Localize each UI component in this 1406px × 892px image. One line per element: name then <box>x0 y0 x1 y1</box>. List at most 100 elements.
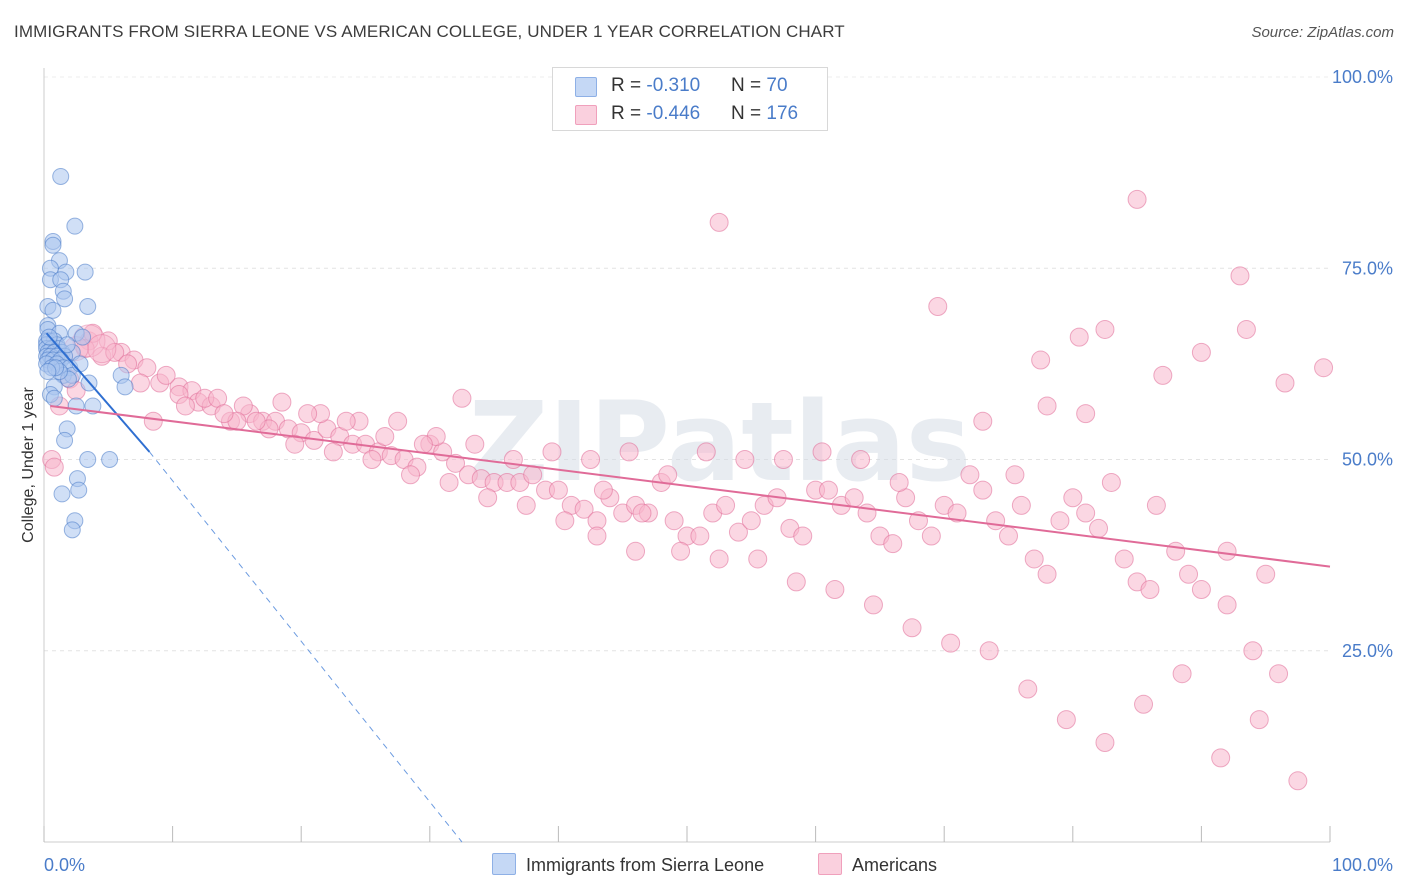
point-americans-102 <box>619 442 639 462</box>
trend-line-sierra-leone <box>45 332 151 453</box>
point-americans-104 <box>696 442 716 462</box>
point-americans-136 <box>1095 319 1115 339</box>
point-americans-61 <box>844 488 864 508</box>
point-americans-114 <box>709 549 729 569</box>
bottom-legend-label-sierra-leone: Immigrants from Sierra Leone <box>526 855 765 875</box>
point-americans-100 <box>542 442 562 462</box>
point-americans-132 <box>1230 266 1250 286</box>
legend-n-sierra-leone: N = 70 <box>731 75 788 96</box>
point-americans-67 <box>921 526 941 546</box>
point-sierra-leone-3 <box>44 236 62 254</box>
point-americans-80 <box>1089 518 1109 538</box>
point-sierra-leone-55 <box>56 431 74 449</box>
x-tick-label-left: 0.0% <box>44 855 85 875</box>
bottom-legend-swatch-americans <box>818 853 842 875</box>
point-americans-146 <box>1101 472 1121 492</box>
point-americans-129 <box>1288 771 1308 791</box>
point-sierra-leone-59 <box>70 481 88 499</box>
series-americans-points <box>42 189 1334 791</box>
point-americans-143 <box>1076 404 1096 424</box>
point-americans-84 <box>1166 541 1186 561</box>
point-sierra-leone-68 <box>58 336 76 354</box>
legend-swatch-americans <box>575 105 597 125</box>
point-americans-120 <box>941 633 961 653</box>
point-sierra-leone-1 <box>66 217 84 235</box>
point-americans-172 <box>362 450 382 469</box>
trend-lines <box>45 332 1331 843</box>
point-americans-135 <box>1069 327 1089 347</box>
point-americans-103 <box>658 465 678 485</box>
point-americans-107 <box>812 442 832 462</box>
point-americans-159 <box>336 411 356 431</box>
bottom-legend-swatch-sierra-leone <box>492 853 516 875</box>
point-americans-101 <box>581 450 601 469</box>
point-americans-141 <box>1314 358 1334 378</box>
y-tick-label-3: 25.0% <box>1342 641 1393 661</box>
legend-r-americans: R = -0.446 <box>611 103 701 124</box>
point-americans-69 <box>947 503 967 523</box>
point-americans-87 <box>1217 595 1237 615</box>
point-americans-96 <box>388 411 408 431</box>
point-americans-173 <box>401 465 421 485</box>
point-sierra-leone-51 <box>45 389 63 407</box>
point-americans-38 <box>548 480 568 500</box>
point-americans-105 <box>735 450 755 469</box>
point-americans-178 <box>587 526 607 546</box>
point-americans-51 <box>716 495 736 515</box>
point-americans-170 <box>285 434 305 454</box>
point-sierra-leone-48 <box>116 378 134 396</box>
point-americans-161 <box>413 434 433 454</box>
point-americans-148 <box>1217 541 1237 561</box>
bottom-legend-sierra-leone: Immigrants from Sierra Leone <box>492 853 764 876</box>
point-americans-115 <box>748 549 768 569</box>
point-americans-109 <box>889 472 909 492</box>
point-americans-89 <box>1269 664 1289 684</box>
x-tick-label-right: 100.0% <box>1332 855 1393 875</box>
point-sierra-leone-19 <box>74 328 92 346</box>
grid-lines <box>44 76 1330 652</box>
trend-line-sierra-leone-extension <box>149 451 463 843</box>
point-americans-153 <box>156 365 176 385</box>
point-sierra-leone-57 <box>101 451 119 468</box>
point-sierra-leone-7 <box>76 263 94 281</box>
point-americans-158 <box>298 404 318 424</box>
point-americans-138 <box>1191 342 1211 362</box>
point-americans-70 <box>960 465 980 485</box>
y-axis-label: College, Under 1 year <box>20 387 37 543</box>
point-americans-53 <box>741 511 761 531</box>
point-americans-177 <box>555 511 575 531</box>
point-americans-30 <box>446 453 466 473</box>
point-americans-57 <box>793 526 813 546</box>
legend: R = -0.310 N = 70 R = -0.446 N = 176 <box>552 67 828 131</box>
point-americans-36 <box>523 465 543 485</box>
point-americans-117 <box>825 580 845 600</box>
point-americans-52 <box>728 522 748 542</box>
point-americans-47 <box>664 511 684 531</box>
point-sierra-leone-13 <box>79 298 97 315</box>
point-americans-167 <box>175 396 195 416</box>
point-sierra-leone-62 <box>63 521 81 539</box>
trend-line-americans <box>50 404 1331 568</box>
point-americans-147 <box>1146 495 1166 515</box>
point-americans-171 <box>323 442 343 462</box>
point-americans-123 <box>1056 710 1076 730</box>
point-americans-cluster-1 <box>87 334 117 364</box>
series-sierra-leone-points <box>38 167 134 539</box>
point-americans-40 <box>574 499 594 519</box>
point-americans-110 <box>452 388 472 408</box>
point-americans-121 <box>979 641 999 661</box>
point-americans-119 <box>902 618 922 638</box>
point-americans-144 <box>973 411 993 431</box>
point-americans-111 <box>593 480 613 500</box>
point-americans-160 <box>375 427 395 447</box>
point-americans-71 <box>973 480 993 500</box>
point-americans-85 <box>1179 564 1199 584</box>
point-americans-78 <box>1063 488 1083 508</box>
point-sierra-leone-60 <box>53 485 71 503</box>
point-americans-59 <box>818 480 838 500</box>
bottom-legend-americans: Americans <box>818 853 937 876</box>
point-americans-88 <box>1243 641 1263 661</box>
point-americans-74 <box>1011 495 1031 515</box>
point-americans-125 <box>1134 694 1154 714</box>
point-americans-73 <box>999 526 1018 546</box>
